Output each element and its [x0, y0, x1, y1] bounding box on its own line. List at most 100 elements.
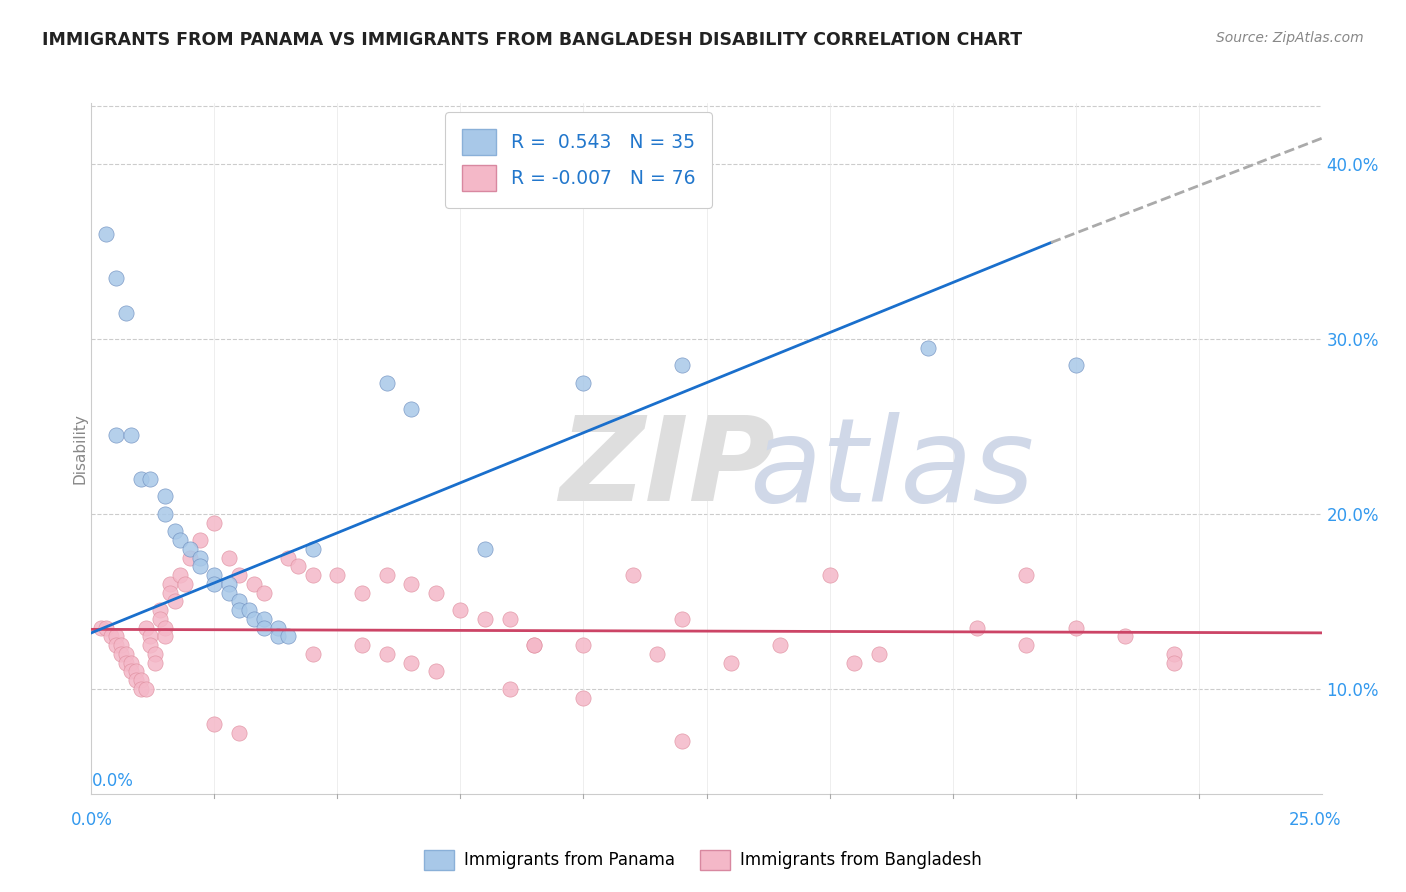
Point: [671, 734, 693, 748]
Point: [523, 638, 546, 652]
Point: [474, 541, 496, 556]
Point: [114, 305, 138, 319]
Point: [153, 507, 177, 521]
Point: [153, 629, 177, 643]
Point: [818, 568, 841, 582]
Point: [253, 585, 276, 599]
Point: [129, 472, 152, 486]
Point: [1064, 358, 1087, 372]
Point: [572, 638, 595, 652]
Point: [253, 612, 276, 626]
Point: [277, 629, 299, 643]
Point: [375, 376, 398, 390]
Point: [352, 638, 374, 652]
Point: [399, 401, 422, 416]
Point: [179, 541, 201, 556]
Point: [242, 577, 264, 591]
Point: [621, 568, 644, 582]
Text: Source: ZipAtlas.com: Source: ZipAtlas.com: [1216, 31, 1364, 45]
Point: [120, 656, 142, 670]
Point: [159, 577, 181, 591]
Point: [917, 341, 939, 355]
Point: [120, 428, 142, 442]
Point: [159, 585, 181, 599]
Point: [174, 577, 197, 591]
Text: ZIP: ZIP: [558, 411, 775, 526]
Point: [242, 612, 264, 626]
Point: [179, 550, 201, 565]
Point: [645, 647, 669, 661]
Point: [399, 656, 422, 670]
Point: [218, 577, 240, 591]
Point: [238, 603, 260, 617]
Point: [301, 541, 323, 556]
Point: [301, 568, 323, 582]
Point: [120, 665, 142, 679]
Point: [145, 647, 166, 661]
Point: [326, 568, 349, 582]
Point: [425, 585, 447, 599]
Point: [202, 717, 225, 731]
Point: [498, 612, 520, 626]
Point: [267, 629, 290, 643]
Point: [96, 621, 117, 635]
Point: [153, 621, 177, 635]
Point: [720, 656, 742, 670]
Point: [96, 227, 117, 241]
Point: [202, 568, 225, 582]
Point: [110, 647, 132, 661]
Point: [153, 489, 177, 503]
Point: [301, 647, 323, 661]
Point: [169, 568, 191, 582]
Point: [1015, 568, 1038, 582]
Point: [399, 577, 422, 591]
Point: [188, 533, 211, 548]
Point: [474, 612, 496, 626]
Point: [129, 681, 152, 696]
Point: [218, 550, 240, 565]
Point: [163, 524, 186, 539]
Point: [124, 665, 146, 679]
Point: [105, 270, 127, 285]
Point: [114, 656, 138, 670]
Point: [110, 638, 132, 652]
Point: [1064, 621, 1087, 635]
Point: [228, 603, 250, 617]
Point: [139, 638, 162, 652]
Text: IMMIGRANTS FROM PANAMA VS IMMIGRANTS FROM BANGLADESH DISABILITY CORRELATION CHAR: IMMIGRANTS FROM PANAMA VS IMMIGRANTS FRO…: [42, 31, 1022, 49]
Point: [149, 603, 172, 617]
Point: [105, 638, 127, 652]
Point: [218, 585, 240, 599]
Point: [145, 656, 166, 670]
Point: [202, 577, 225, 591]
Point: [868, 647, 890, 661]
Text: atlas: atlas: [749, 412, 1035, 526]
Point: [105, 629, 127, 643]
Point: [498, 681, 520, 696]
Point: [114, 647, 138, 661]
Point: [572, 690, 595, 705]
Point: [135, 621, 156, 635]
Legend: Immigrants from Panama, Immigrants from Bangladesh: Immigrants from Panama, Immigrants from …: [418, 843, 988, 877]
Point: [425, 665, 447, 679]
Point: [188, 550, 211, 565]
Point: [842, 656, 865, 670]
Point: [169, 533, 191, 548]
Point: [163, 594, 186, 608]
Point: [523, 638, 546, 652]
Point: [277, 550, 299, 565]
Point: [228, 594, 250, 608]
Point: [228, 725, 250, 739]
Point: [149, 612, 172, 626]
Text: 0.0%: 0.0%: [70, 811, 112, 829]
Point: [202, 516, 225, 530]
Text: 0.0%: 0.0%: [91, 772, 134, 789]
Point: [966, 621, 988, 635]
Point: [228, 568, 250, 582]
Point: [375, 647, 398, 661]
Point: [188, 559, 211, 574]
Point: [375, 568, 398, 582]
Point: [449, 603, 471, 617]
Point: [139, 472, 162, 486]
Point: [129, 673, 152, 687]
